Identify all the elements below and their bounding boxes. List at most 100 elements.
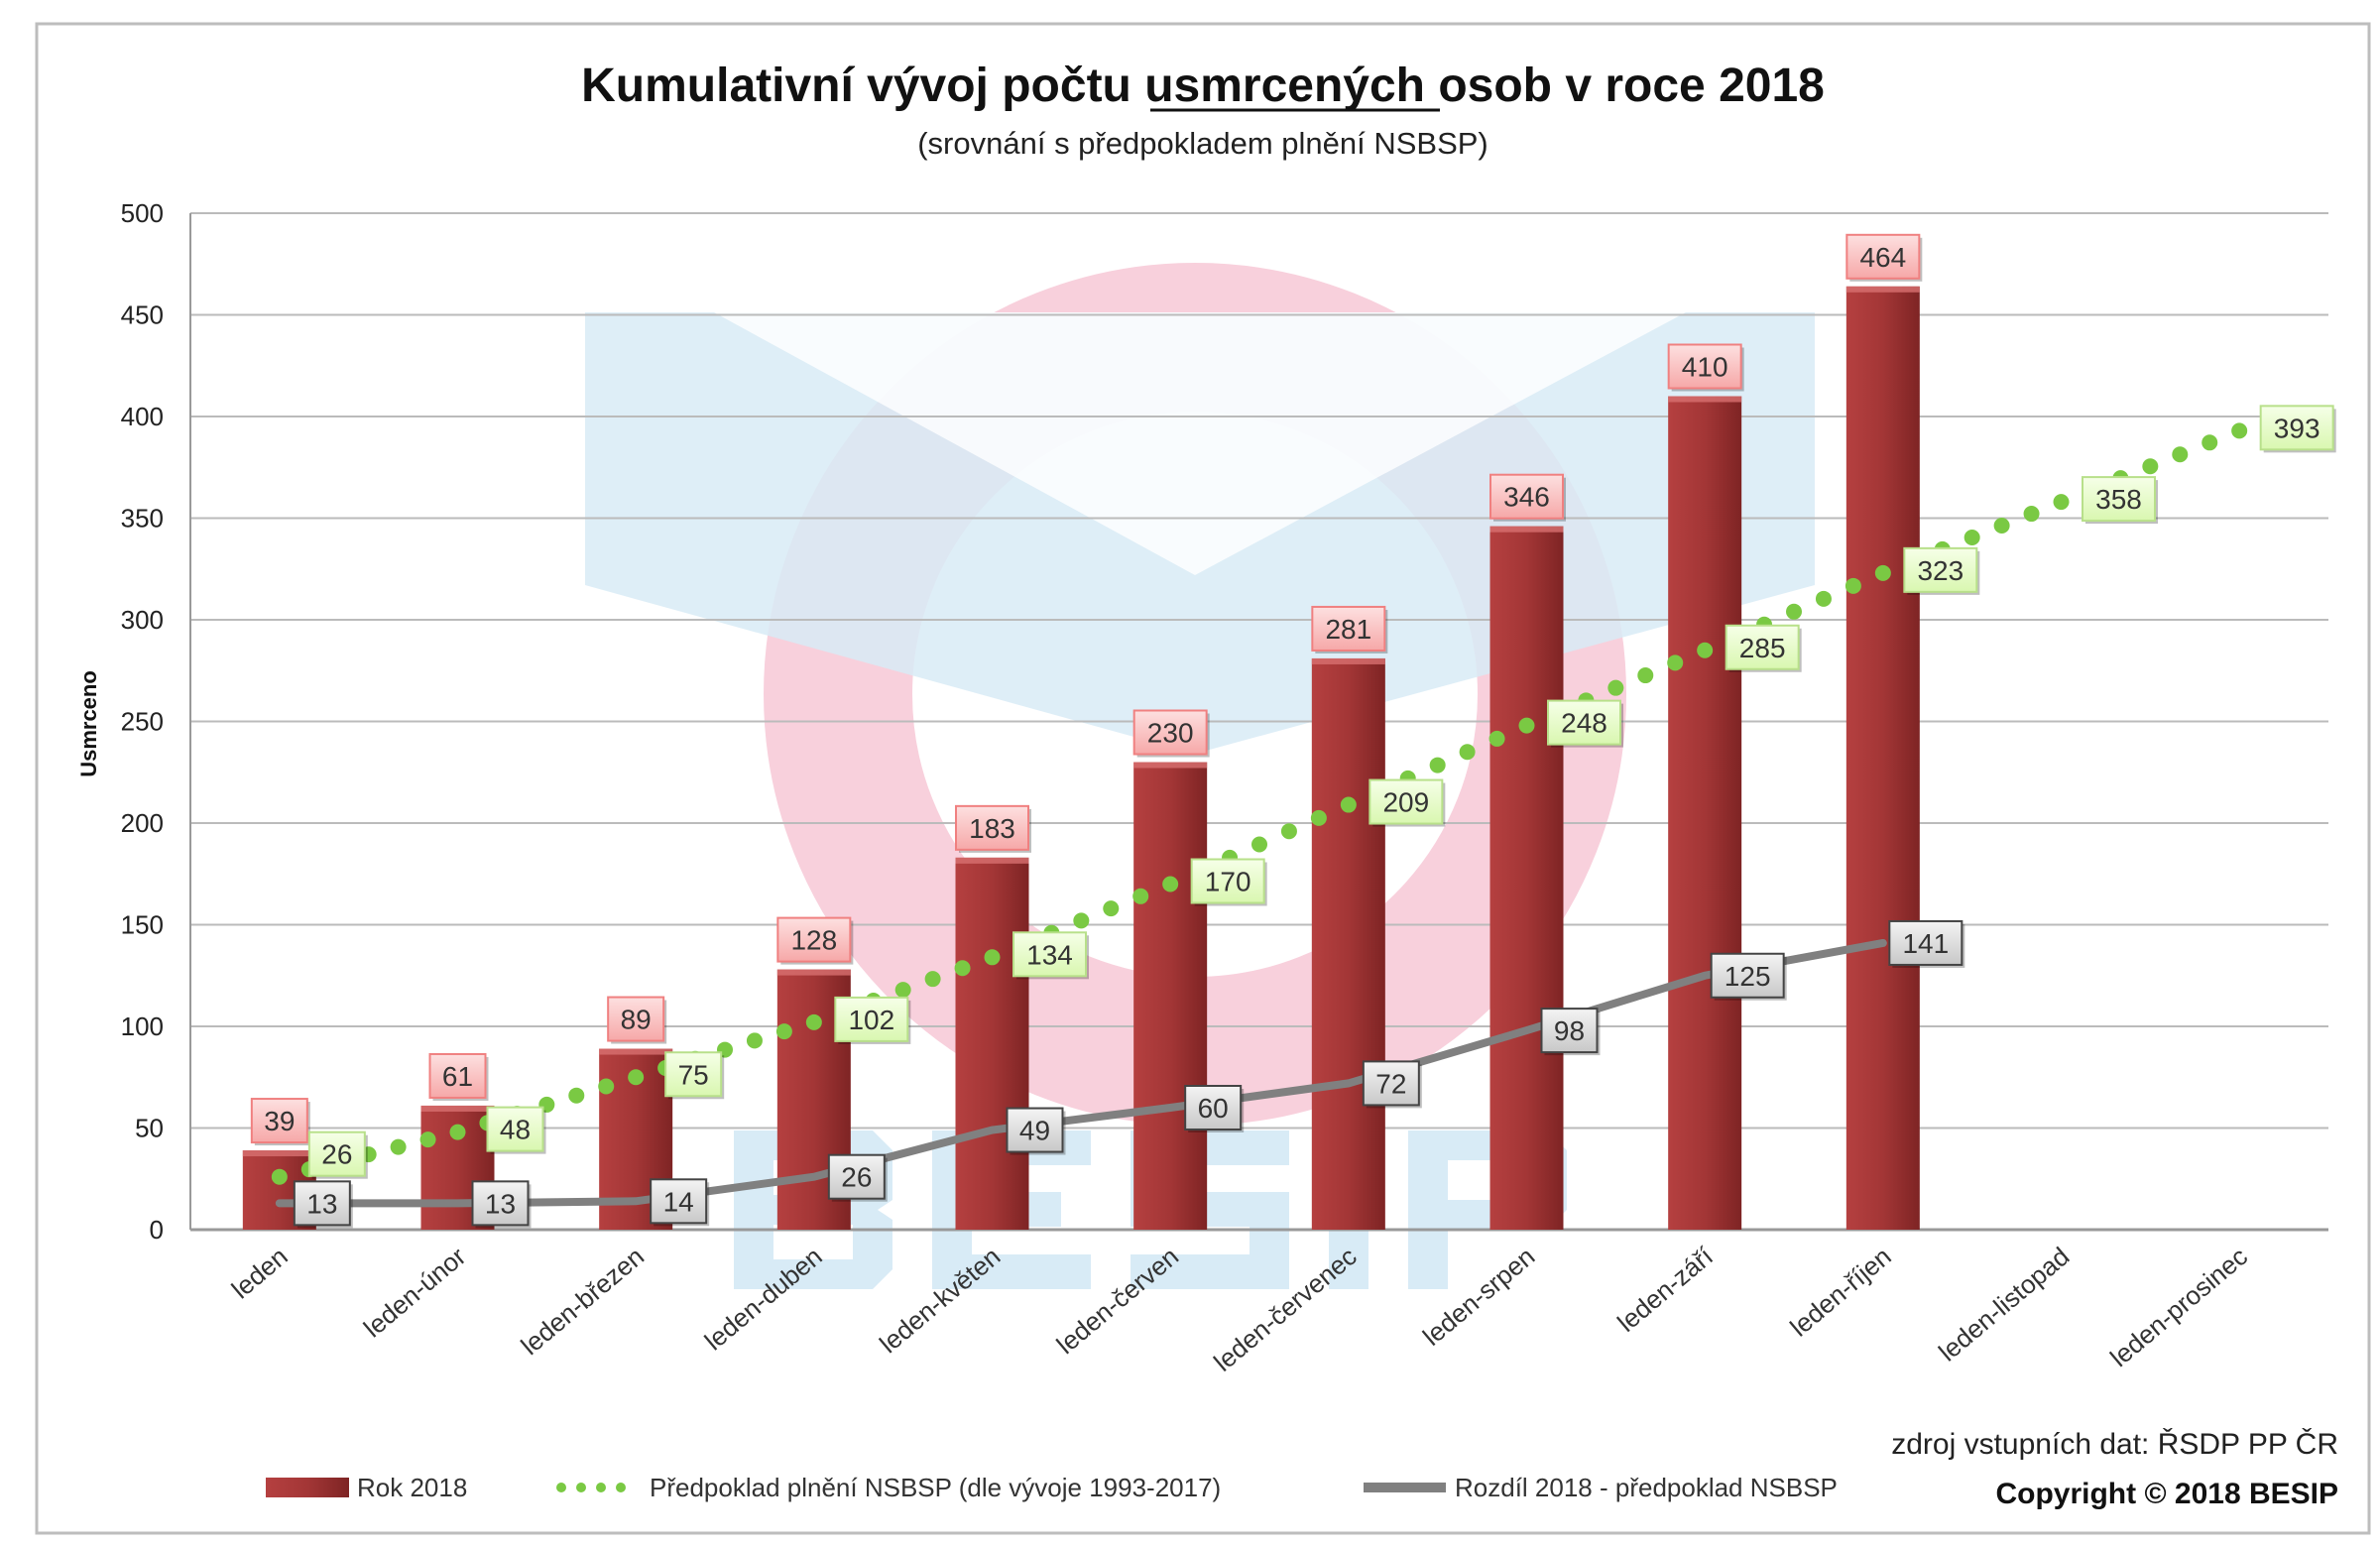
predpoklad-dot	[775, 1023, 792, 1040]
bar-data-label-box	[955, 804, 1029, 851]
predpoklad-dot	[924, 971, 941, 988]
y-axis-ticks: 0 50 100 150 200 250 300 350 400 450 500	[121, 198, 164, 1245]
y-tick-label: 0	[150, 1215, 164, 1245]
predpoklad-data-label: 26	[321, 1139, 352, 1170]
bar	[955, 857, 1029, 1230]
predpoklad-dot	[1993, 518, 2010, 535]
source-note: zdroj vstupních dat: ŘSDP PP ČR	[1891, 1427, 2338, 1461]
rozdil-data-label-box	[1888, 919, 1964, 966]
predpoklad-dot	[1162, 876, 1179, 892]
legend-label-dots: Předpoklad plnění NSBSP (dle vývoje 1993…	[650, 1473, 1221, 1502]
bar-data-label-box	[428, 1052, 487, 1099]
predpoklad-dot	[1518, 717, 1535, 734]
predpoklad-data-label: 248	[1561, 708, 1607, 739]
bar-data-label-box	[1311, 605, 1386, 652]
predpoklad-data-label: 75	[678, 1059, 709, 1090]
predpoklad-dot	[894, 982, 911, 999]
rozdil-data-label-box	[1006, 1107, 1064, 1153]
predpoklad-data-label-box	[1368, 778, 1444, 825]
rozdil-line	[275, 938, 1887, 1208]
rozdil-data-label-box	[293, 1180, 351, 1227]
rozdil-data-label-box	[1540, 1008, 1599, 1054]
bar-data-label: 230	[1147, 718, 1194, 749]
bar-data-label: 281	[1325, 614, 1371, 645]
bar-top	[1311, 657, 1385, 664]
predpoklad-data-label-box	[2082, 476, 2156, 523]
predpoklad-dot	[1697, 642, 1714, 658]
predpoklad-dot	[1429, 757, 1446, 773]
chart-title: Kumulativní vývoj počtu usmrcených osob …	[581, 59, 1825, 112]
y-tick-label: 150	[121, 910, 164, 940]
predpoklad-dot	[1103, 900, 1120, 917]
y-tick-label: 400	[121, 402, 164, 431]
predpoklad-data-label-box	[834, 996, 909, 1042]
legend-label-line: Rozdíl 2018 - předpoklad NSBSP	[1455, 1473, 1838, 1502]
predpoklad-data-label: 134	[1026, 939, 1073, 970]
predpoklad-data-label-box	[1903, 546, 1978, 593]
rozdil-data-label-box	[471, 1180, 530, 1227]
bar-top	[1133, 762, 1208, 769]
bar-top	[599, 1048, 673, 1055]
bar-data-label-box	[776, 916, 852, 963]
predpoklad-data-label-box	[1190, 858, 1265, 904]
bar-top	[1845, 286, 1920, 293]
predpoklad-dot	[1607, 679, 1624, 696]
rozdil-data-label: 98	[1554, 1015, 1585, 1046]
y-tick-label: 100	[121, 1011, 164, 1041]
rozdil-data-label: 72	[1375, 1068, 1406, 1099]
predpoklad-dot	[271, 1168, 288, 1185]
predpoklad-dot	[1073, 912, 1090, 929]
predpoklad-dot	[568, 1087, 585, 1104]
copyright-note: Copyright © 2018 BESIP	[1995, 1478, 2338, 1510]
bar-data-label-box	[1667, 343, 1742, 390]
predpoklad-dot	[954, 960, 971, 977]
bar	[1668, 396, 1742, 1230]
legend-swatch-bar	[266, 1478, 349, 1497]
predpoklad-data-label-box	[664, 1051, 723, 1098]
rozdil-data-label-box	[827, 1153, 886, 1200]
bar-top	[1668, 396, 1742, 403]
predpoklad-dot	[2202, 434, 2218, 451]
bar-data-label: 183	[969, 813, 1015, 844]
bar-top	[776, 969, 851, 976]
rozdil-data-label: 49	[1019, 1116, 1050, 1146]
data-labels: 39 61 89 128 183 230 281 346 410 464 13 13 14 26 49 60 7…	[250, 233, 2336, 1229]
predpoklad-dot	[2172, 446, 2189, 463]
rozdil-data-label-box	[1362, 1060, 1420, 1107]
predpoklad-dot	[805, 1013, 822, 1030]
bar-data-label-box	[607, 996, 665, 1042]
rozdil-data-label: 60	[1198, 1093, 1229, 1124]
predpoklad-data-label-box	[486, 1106, 544, 1152]
predpoklad-data-label: 358	[2095, 484, 2142, 515]
legend-swatch-line	[1364, 1483, 1446, 1492]
predpoklad-data-label: 209	[1382, 787, 1429, 818]
predpoklad-dot	[1667, 654, 1684, 671]
bar-data-label: 61	[442, 1061, 473, 1092]
bar-data-label: 39	[264, 1106, 295, 1136]
bar	[1311, 657, 1385, 1230]
bar-data-label: 128	[790, 925, 837, 956]
predpoklad-data-label-box	[1547, 699, 1621, 746]
bar-top	[1489, 526, 1564, 533]
legend: Rok 2018 Předpoklad plnění NSBSP (dle vý…	[266, 1473, 1838, 1502]
series-rozdil	[275, 938, 1887, 1208]
predpoklad-data-label-box	[1012, 931, 1087, 978]
bar	[1845, 286, 1920, 1230]
bar-top	[242, 1150, 316, 1157]
rozdil-data-label: 141	[1902, 928, 1949, 959]
bar	[1133, 762, 1208, 1230]
predpoklad-dot	[449, 1124, 466, 1140]
rozdil-data-label: 13	[306, 1188, 337, 1219]
predpoklad-data-label: 323	[1917, 555, 1964, 586]
predpoklad-dot	[2142, 458, 2159, 475]
chart-subtitle: (srovnání s předpokladem plnění NSBSP)	[917, 126, 1488, 161]
predpoklad-dot	[1844, 577, 1861, 594]
bar-data-label-box	[250, 1098, 308, 1144]
predpoklad-dot	[1964, 529, 1980, 545]
rozdil-data-label-box	[1184, 1085, 1243, 1130]
predpoklad-dot	[1786, 603, 1802, 620]
predpoklad-dot	[1459, 744, 1476, 761]
y-tick-label: 200	[121, 808, 164, 838]
y-tick-label: 450	[121, 300, 164, 330]
